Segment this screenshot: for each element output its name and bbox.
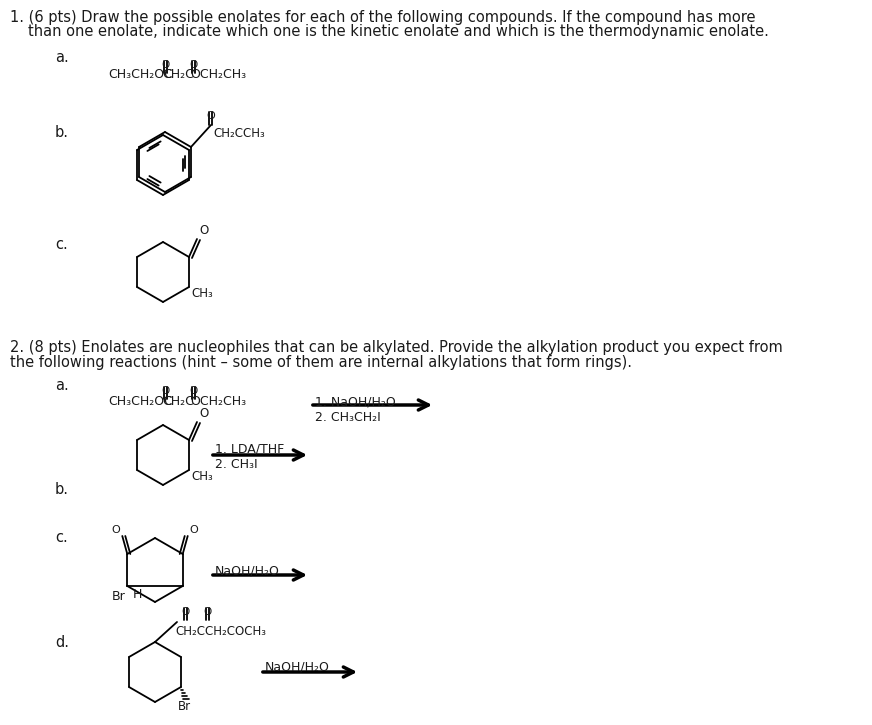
Text: Br: Br xyxy=(177,700,191,713)
Text: c.: c. xyxy=(55,530,68,545)
Text: b.: b. xyxy=(55,482,69,497)
Text: CH₃: CH₃ xyxy=(191,470,213,483)
Text: O: O xyxy=(199,407,208,420)
Text: b.: b. xyxy=(55,125,69,140)
Text: d.: d. xyxy=(55,635,69,650)
Text: O: O xyxy=(203,607,211,617)
Text: O: O xyxy=(189,60,197,70)
Text: NaOH/H₂O: NaOH/H₂O xyxy=(265,661,330,674)
Text: CH₃: CH₃ xyxy=(191,287,213,300)
Text: a.: a. xyxy=(55,378,69,393)
Text: the following reactions (hint – some of them are internal alkylations that form : the following reactions (hint – some of … xyxy=(10,355,632,370)
Text: CH₃CH₂OC: CH₃CH₂OC xyxy=(108,68,173,81)
Text: O: O xyxy=(207,111,215,121)
Text: 1. NaOH/H₂O: 1. NaOH/H₂O xyxy=(315,395,396,408)
Text: CH₃CH₂OC: CH₃CH₂OC xyxy=(108,395,173,408)
Text: 1. LDA/THF: 1. LDA/THF xyxy=(215,442,284,455)
Text: c.: c. xyxy=(55,237,68,252)
Text: O: O xyxy=(199,224,208,237)
Text: CH₂C: CH₂C xyxy=(162,395,194,408)
Text: than one enolate, indicate which one is the kinetic enolate and which is the the: than one enolate, indicate which one is … xyxy=(28,24,769,39)
Text: 2. CH₃I: 2. CH₃I xyxy=(215,458,257,471)
Text: 2. CH₃CH₂I: 2. CH₃CH₂I xyxy=(315,411,381,424)
Text: O: O xyxy=(181,607,189,617)
Text: 2. (8 pts) Enolates are nucleophiles that can be alkylated. Provide the alkylati: 2. (8 pts) Enolates are nucleophiles tha… xyxy=(10,340,783,355)
Text: CH₂C: CH₂C xyxy=(162,68,194,81)
Text: OCH₂CH₃: OCH₂CH₃ xyxy=(190,395,246,408)
Text: H: H xyxy=(133,588,141,601)
Text: O: O xyxy=(190,525,199,535)
Text: CH₂CCH₂COCH₃: CH₂CCH₂COCH₃ xyxy=(175,625,266,638)
Text: CH₂CCH₃: CH₂CCH₃ xyxy=(213,127,265,140)
Text: OCH₂CH₃: OCH₂CH₃ xyxy=(190,68,246,81)
Text: 1. (6 pts) Draw the possible enolates for each of the following compounds. If th: 1. (6 pts) Draw the possible enolates fo… xyxy=(10,10,755,25)
Text: O: O xyxy=(160,60,169,70)
Text: O: O xyxy=(112,525,120,535)
Text: O: O xyxy=(160,386,169,396)
Text: Br: Br xyxy=(112,590,126,603)
Text: O: O xyxy=(189,386,197,396)
Text: a.: a. xyxy=(55,50,69,65)
Text: NaOH/H₂O: NaOH/H₂O xyxy=(215,564,280,577)
